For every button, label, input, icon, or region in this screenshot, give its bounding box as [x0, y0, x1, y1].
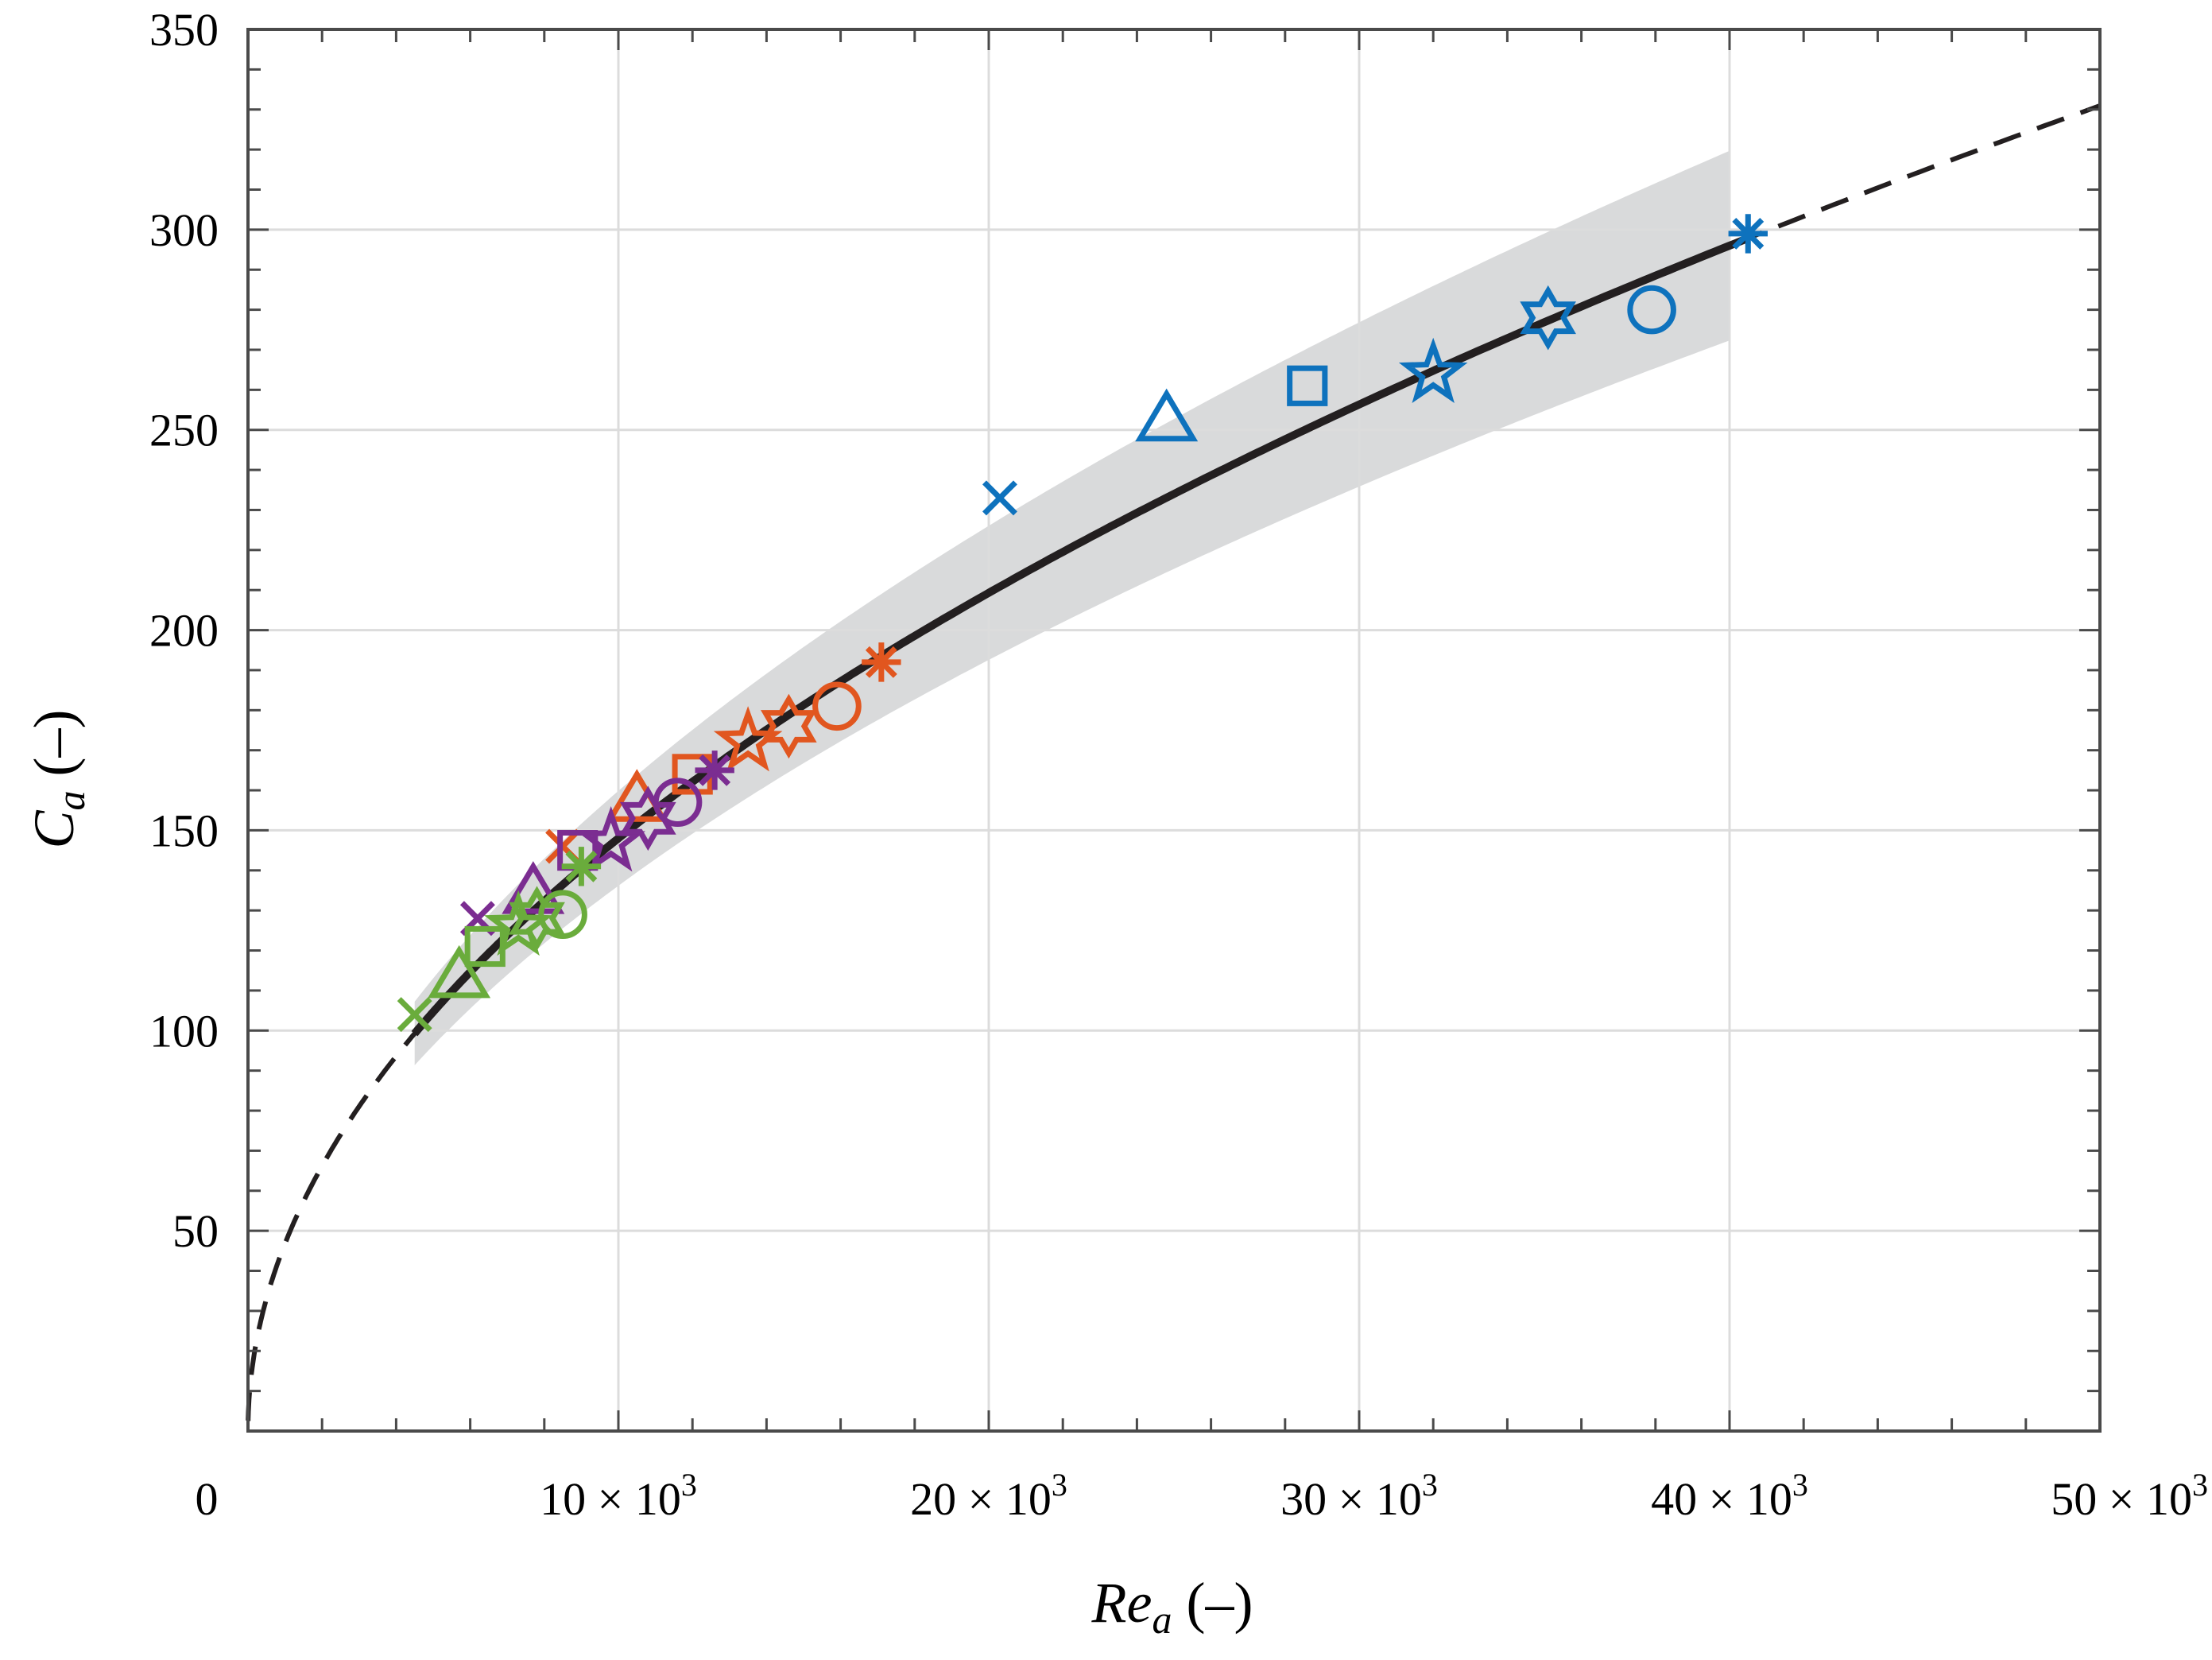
data-point-hexagram: [619, 785, 676, 851]
data-point-square: [1287, 365, 1328, 406]
data-point-asterisk: [695, 750, 734, 790]
x-tick-label: 50 × 103: [2051, 1467, 2208, 1525]
y-axis-title: Ca (–): [22, 710, 93, 849]
fit-curve-layer: [246, 103, 2102, 1421]
y-tick-label: 50: [172, 1205, 219, 1257]
data-point-circle: [1627, 285, 1676, 335]
data-point-x: [397, 997, 432, 1033]
data-point-asterisk: [561, 847, 602, 886]
x-tick-label-base: 10 × 10: [540, 1473, 681, 1525]
plot-frame: [246, 28, 2102, 1433]
y-axis-symbol: C: [22, 809, 86, 848]
y-tick-label: 100: [149, 1005, 219, 1057]
asterisk-stroke: [865, 646, 897, 678]
x-tick-label: 30 × 103: [1280, 1467, 1438, 1525]
axes-layer: [246, 28, 2102, 1433]
data-point-triangle: [1135, 388, 1199, 442]
x-tick-label: 40 × 103: [1651, 1467, 1808, 1525]
data-point-asterisk: [862, 642, 901, 682]
asterisk-stroke: [699, 754, 731, 786]
x-tick-label-base: 30 × 10: [1280, 1473, 1422, 1525]
data-point-circle: [538, 890, 587, 940]
x-tick-label-base: 20 × 10: [910, 1473, 1052, 1525]
x-tick-labels: 0 10 × 103 20 × 103 30 × 103 40 × 103 50 × 10…: [196, 1467, 2209, 1525]
data-point-x: [982, 480, 1017, 516]
grid-layer: [248, 29, 2100, 1431]
y-axis-subscript: a: [48, 790, 93, 810]
y-axis-unit: (–): [22, 710, 86, 777]
x-stroke: [397, 997, 432, 1033]
asterisk-stroke: [1732, 217, 1765, 250]
x-tick-label-base: 0: [196, 1473, 219, 1525]
y-tick-label: 150: [149, 805, 219, 856]
x-tick-label-exponent: 3: [1792, 1467, 1808, 1503]
y-tick-label: 350: [149, 4, 219, 56]
data-point-circle: [812, 681, 862, 731]
data-point-triangle: [502, 861, 565, 914]
data-point-asterisk: [1728, 214, 1768, 254]
x-axis-title: Rea (–): [1091, 1571, 1253, 1642]
fit-curve-solid: [411, 235, 1750, 1037]
x-tick-label: 10 × 103: [540, 1467, 697, 1525]
x-axis-unit: (–): [1186, 1571, 1253, 1635]
data-markers-layer: [397, 214, 1768, 1033]
x-tick-label-base: 40 × 10: [1651, 1473, 1792, 1525]
asterisk-stroke: [565, 850, 598, 882]
data-point-triangle: [428, 944, 491, 999]
uncertainty-band-layer: [414, 150, 1730, 1065]
x-tick-label-exponent: 3: [2192, 1467, 2208, 1503]
data-point-hexagram: [1520, 285, 1576, 351]
y-tick-label: 250: [149, 405, 219, 456]
x-stroke: [982, 480, 1017, 516]
y-tick-label: 300: [149, 204, 219, 256]
y-tick-labels: 50 100 150 200 250 300 350: [149, 4, 219, 1257]
x-axis-subscript: a: [1152, 1597, 1172, 1642]
x-tick-label-exponent: 3: [1052, 1467, 1067, 1503]
x-tick-label-exponent: 3: [1422, 1467, 1438, 1503]
x-tick-label-exponent: 3: [681, 1467, 697, 1503]
data-point-pentagram: [483, 890, 553, 956]
x-tick-label: 0: [196, 1473, 219, 1525]
data-point-circle: [653, 778, 703, 827]
data-point-pentagram: [1398, 337, 1468, 404]
x-tick-label-base: 50 × 10: [2051, 1473, 2192, 1525]
data-point-hexagram: [761, 693, 817, 759]
y-tick-label: 200: [149, 605, 219, 657]
data-point-hexagram: [509, 886, 565, 952]
uncertainty-band: [414, 150, 1730, 1065]
x-axis-symbol: Re: [1091, 1571, 1152, 1635]
x-tick-label: 20 × 103: [910, 1467, 1067, 1525]
